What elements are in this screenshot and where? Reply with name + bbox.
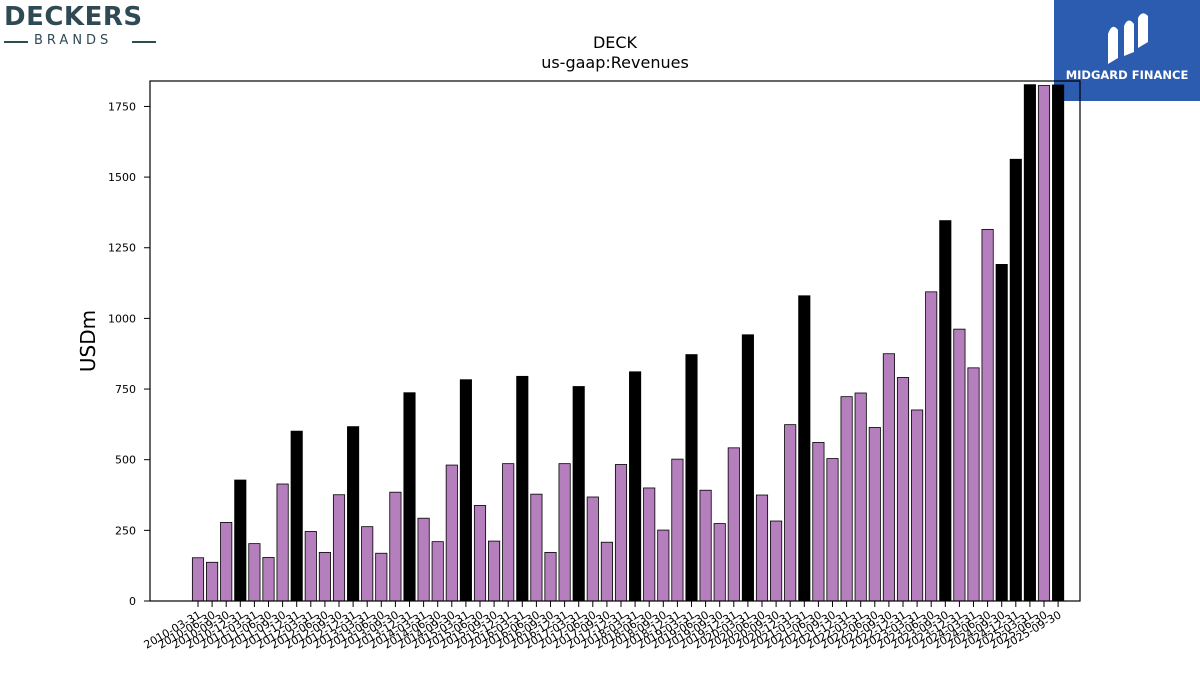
quarter-bar-2013-06-30 <box>375 552 388 602</box>
quarter-bar-2017-12-31 <box>614 464 628 602</box>
y-tick-label: 1250 <box>108 242 136 255</box>
annual-bar-2017-03-31 <box>572 386 585 602</box>
midgard-finance-logo: MIDGARD FINANCE <box>1054 0 1200 101</box>
quarter-bar-2010-03-31 <box>191 557 205 602</box>
quarter-bar-2019-09-30 <box>713 523 726 602</box>
logo-rule-right <box>132 41 156 43</box>
annual-bar-2012-12-31 <box>347 426 360 602</box>
quarter-bar-2013-03-31 <box>361 526 374 602</box>
quarter-bar-2012-09-30 <box>332 494 346 602</box>
quarter-bar-2022-06-30 <box>868 427 881 602</box>
annual-bar-2015-03-31 <box>459 379 472 602</box>
annual-bar-2025-03-31 <box>1023 84 1036 602</box>
annual-bar-2013-12-31 <box>403 392 416 602</box>
quarter-bar-2020-09-30 <box>770 520 783 602</box>
quarter-bar-2014-06-30 <box>431 541 444 602</box>
annual-bar-2011-12-31 <box>290 430 303 602</box>
y-tick-label: 0 <box>129 595 136 608</box>
quarter-bar-2015-09-30 <box>488 540 501 602</box>
quarter-bar-2018-09-30 <box>657 529 670 602</box>
quarter-bar-2017-09-30 <box>600 541 613 602</box>
annual-bar-2016-03-31 <box>516 375 529 602</box>
quarter-bar-2013-09-30 <box>389 491 402 602</box>
quarter-bar-2014-09-30 <box>445 464 458 602</box>
chart-title: DECK <box>593 33 638 52</box>
chart-subtitle: us-gaap:Revenues <box>541 53 689 72</box>
quarter-bar-2016-09-30 <box>544 551 557 602</box>
deckers-logo-sub: BRANDS <box>34 33 113 48</box>
y-tick-label: 750 <box>115 383 136 396</box>
quarter-bar-2010-09-30 <box>220 522 233 602</box>
quarter-bar-2011-06-30 <box>262 557 275 602</box>
annual-bar-2010-12-31 <box>234 479 247 602</box>
y-tick-label: 500 <box>115 454 136 467</box>
annual-bar-2025-09-30 <box>1052 84 1065 602</box>
quarter-bar-2025-06-30 <box>1037 85 1051 602</box>
quarter-bar-2023-12-31 <box>953 328 966 602</box>
logo-rule-left <box>4 41 28 43</box>
quarter-bar-2016-06-30 <box>530 493 543 602</box>
quarter-bar-2024-06-30 <box>981 228 994 602</box>
quarter-bar-2022-03-31 <box>854 392 867 602</box>
deckers-logo-name: DECKERS <box>4 2 143 32</box>
quarter-bar-2021-12-31 <box>840 396 853 602</box>
x-axis: 2010-03-312010-06-302010-09-302010-12-31… <box>142 601 1064 652</box>
y-axis-label: USDm <box>76 310 100 372</box>
quarter-bar-2018-06-30 <box>643 487 656 602</box>
quarter-bar-2021-06-30 <box>812 442 825 602</box>
quarter-bar-2012-06-30 <box>318 551 331 602</box>
y-tick-label: 1500 <box>108 171 136 184</box>
quarter-bar-2010-06-30 <box>206 561 219 602</box>
quarter-bar-2019-06-30 <box>699 489 712 602</box>
quarter-bar-2023-06-30 <box>925 291 938 602</box>
quarter-bar-2011-09-30 <box>276 483 289 602</box>
quarter-bar-2014-03-31 <box>417 517 430 602</box>
annual-bar-2019-03-31 <box>685 354 698 602</box>
quarter-bar-2019-12-31 <box>727 447 740 602</box>
quarter-bar-2020-12-31 <box>784 424 797 602</box>
midgard-emblem-icon <box>1108 13 1148 64</box>
y-axis: 0 250 500 750 1000 1250 1500 1750 <box>108 100 150 608</box>
y-tick-label: 1750 <box>108 100 136 113</box>
quarter-bar-2011-03-31 <box>248 543 261 602</box>
annual-bar-2024-12-31 <box>1009 158 1022 602</box>
bar-series <box>191 84 1065 602</box>
quarter-bar-2023-03-31 <box>911 409 924 602</box>
plot-frame <box>149 80 1081 602</box>
deckers-brands-logo: DECKERS BRANDS <box>4 2 160 52</box>
quarter-bar-2015-12-31 <box>502 463 515 602</box>
quarter-bar-2024-03-31 <box>967 367 980 602</box>
annual-bar-2021-03-31 <box>798 295 811 602</box>
midgard-logo-text: MIDGARD FINANCE <box>1065 68 1189 82</box>
y-tick-label: 250 <box>115 524 136 537</box>
quarter-bar-2020-06-30 <box>755 494 769 602</box>
quarter-bar-2016-12-31 <box>558 463 571 602</box>
annual-bar-2024-09-30 <box>995 264 1008 602</box>
quarter-bar-2021-09-30 <box>826 458 839 602</box>
quarter-bar-2018-12-31 <box>671 458 684 602</box>
annual-bar-2020-03-31 <box>741 334 754 602</box>
quarter-bar-2022-12-31 <box>896 377 910 602</box>
annual-bar-2023-09-30 <box>939 220 952 602</box>
quarter-bar-2022-09-30 <box>882 353 895 602</box>
quarter-bar-2015-06-30 <box>473 505 487 602</box>
quarter-bar-2012-03-31 <box>304 531 317 602</box>
y-tick-label: 1000 <box>108 312 136 325</box>
quarter-bar-2017-06-30 <box>586 496 599 602</box>
annual-bar-2018-03-31 <box>629 371 642 602</box>
